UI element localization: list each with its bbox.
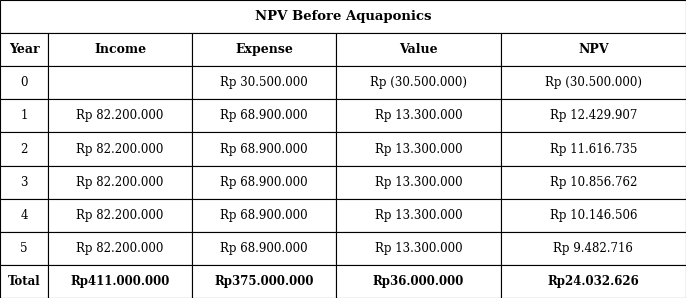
- Text: Total: Total: [8, 275, 40, 288]
- Text: Rp 68.900.000: Rp 68.900.000: [220, 209, 308, 222]
- Bar: [0, 199, 48, 232]
- Bar: [48, 265, 192, 298]
- Text: Year: Year: [9, 43, 39, 56]
- Text: Rp 9.482.716: Rp 9.482.716: [554, 242, 633, 255]
- Bar: [336, 166, 501, 199]
- Bar: [336, 265, 501, 298]
- Bar: [192, 33, 336, 66]
- Text: Rp 11.616.735: Rp 11.616.735: [549, 142, 637, 156]
- Text: Rp 13.300.000: Rp 13.300.000: [375, 142, 462, 156]
- Bar: [501, 265, 686, 298]
- Text: Rp 30.500.000: Rp 30.500.000: [220, 76, 308, 89]
- Bar: [48, 232, 192, 265]
- Text: Rp 13.300.000: Rp 13.300.000: [375, 209, 462, 222]
- Text: Rp 82.200.000: Rp 82.200.000: [76, 242, 164, 255]
- Bar: [501, 66, 686, 99]
- Text: Rp24.032.626: Rp24.032.626: [547, 275, 639, 288]
- Bar: [48, 33, 192, 66]
- Text: Income: Income: [94, 43, 146, 56]
- Bar: [336, 99, 501, 132]
- Bar: [192, 232, 336, 265]
- Text: Rp36.000.000: Rp36.000.000: [372, 275, 464, 288]
- Text: Rp 68.900.000: Rp 68.900.000: [220, 176, 308, 189]
- Text: Rp411.000.000: Rp411.000.000: [71, 275, 169, 288]
- Text: Rp 82.200.000: Rp 82.200.000: [76, 209, 164, 222]
- Bar: [192, 199, 336, 232]
- Bar: [48, 99, 192, 132]
- Text: Rp 68.900.000: Rp 68.900.000: [220, 109, 308, 122]
- Text: 1: 1: [21, 109, 27, 122]
- Bar: [501, 132, 686, 166]
- Bar: [336, 199, 501, 232]
- Bar: [192, 66, 336, 99]
- Text: 2: 2: [21, 142, 27, 156]
- Bar: [0, 166, 48, 199]
- Text: Rp 13.300.000: Rp 13.300.000: [375, 109, 462, 122]
- Text: Expense: Expense: [235, 43, 293, 56]
- Bar: [501, 99, 686, 132]
- Bar: [0, 66, 48, 99]
- Bar: [501, 166, 686, 199]
- Text: Value: Value: [399, 43, 438, 56]
- Text: Rp (30.500.000): Rp (30.500.000): [370, 76, 467, 89]
- Text: Rp 13.300.000: Rp 13.300.000: [375, 242, 462, 255]
- Text: Rp 68.900.000: Rp 68.900.000: [220, 142, 308, 156]
- Bar: [192, 132, 336, 166]
- Text: Rp 13.300.000: Rp 13.300.000: [375, 176, 462, 189]
- Bar: [501, 33, 686, 66]
- Text: Rp 82.200.000: Rp 82.200.000: [76, 109, 164, 122]
- Text: Rp 10.146.506: Rp 10.146.506: [549, 209, 637, 222]
- Text: 0: 0: [21, 76, 27, 89]
- Text: 5: 5: [21, 242, 27, 255]
- Bar: [192, 265, 336, 298]
- Text: NPV Before Aquaponics: NPV Before Aquaponics: [255, 10, 431, 23]
- Text: Rp 82.200.000: Rp 82.200.000: [76, 176, 164, 189]
- Bar: [501, 232, 686, 265]
- Bar: [192, 99, 336, 132]
- Bar: [0, 0, 686, 33]
- Bar: [0, 33, 48, 66]
- Bar: [0, 232, 48, 265]
- Bar: [336, 66, 501, 99]
- Text: Rp 12.429.907: Rp 12.429.907: [549, 109, 637, 122]
- Bar: [336, 232, 501, 265]
- Text: Rp 82.200.000: Rp 82.200.000: [76, 142, 164, 156]
- Bar: [0, 99, 48, 132]
- Bar: [48, 132, 192, 166]
- Text: Rp 68.900.000: Rp 68.900.000: [220, 242, 308, 255]
- Bar: [0, 265, 48, 298]
- Bar: [501, 199, 686, 232]
- Bar: [48, 166, 192, 199]
- Bar: [0, 132, 48, 166]
- Text: Rp 10.856.762: Rp 10.856.762: [549, 176, 637, 189]
- Bar: [336, 33, 501, 66]
- Bar: [48, 66, 192, 99]
- Bar: [192, 166, 336, 199]
- Text: 3: 3: [21, 176, 27, 189]
- Text: NPV: NPV: [578, 43, 608, 56]
- Bar: [336, 132, 501, 166]
- Text: 4: 4: [21, 209, 27, 222]
- Bar: [48, 199, 192, 232]
- Text: Rp375.000.000: Rp375.000.000: [214, 275, 314, 288]
- Text: Rp (30.500.000): Rp (30.500.000): [545, 76, 642, 89]
